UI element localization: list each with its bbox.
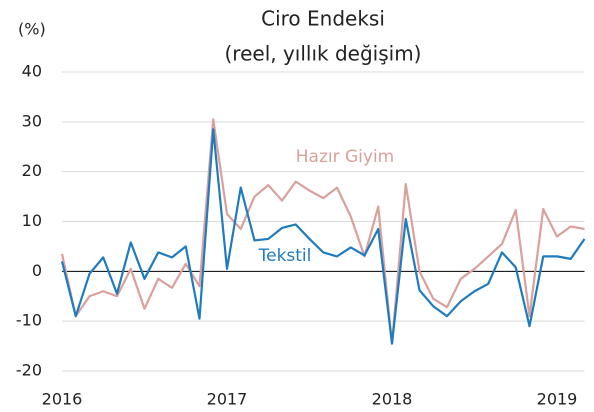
y-tick-label: -20 xyxy=(16,361,42,380)
x-tick-label: 2017 xyxy=(207,390,248,409)
y-tick-label: -10 xyxy=(16,311,42,330)
line-series xyxy=(60,118,585,345)
y-tick-label: 20 xyxy=(22,161,42,180)
y-tick-label: 0 xyxy=(32,261,42,280)
line-series xyxy=(60,128,586,345)
series-label: Hazır Giyim xyxy=(296,147,394,167)
chart-subtitle: (reel, yıllık değişim) xyxy=(225,42,422,66)
y-tick-label: 30 xyxy=(22,111,42,130)
y-axis-label: (%) xyxy=(18,20,46,39)
x-tick-label: 2016 xyxy=(42,390,83,409)
series-label: Tekstil xyxy=(258,246,312,266)
x-tick-label: 2018 xyxy=(372,390,413,409)
y-tick-label: 10 xyxy=(22,211,42,230)
chart-title: Ciro Endeksi xyxy=(261,7,385,31)
y-tick-label: 40 xyxy=(22,62,42,81)
x-tick-label: 2019 xyxy=(537,390,578,409)
